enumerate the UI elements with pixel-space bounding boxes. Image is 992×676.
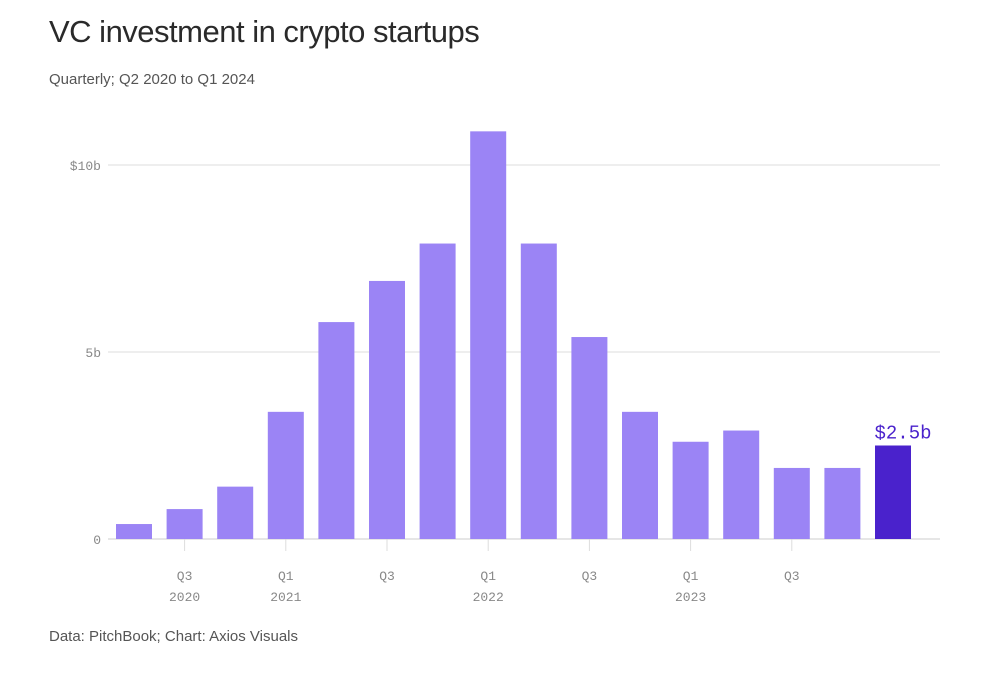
- x-tick-quarter-label: Q1: [683, 569, 699, 584]
- chart-subtitle: Quarterly; Q2 2020 to Q1 2024: [49, 71, 255, 88]
- y-tick-label: 0: [93, 533, 101, 548]
- x-tick-quarter-label: Q1: [480, 569, 496, 584]
- bar-q1-2021: [267, 411, 304, 539]
- x-tick-year-label: 2022: [473, 590, 504, 605]
- y-tick-label: $10b: [70, 159, 101, 174]
- x-tick-quarter-label: Q1: [278, 569, 294, 584]
- bar-q2-2021: [318, 322, 355, 539]
- x-tick-year-label: 2021: [270, 590, 301, 605]
- x-tick-quarter-label: Q3: [177, 569, 193, 584]
- bar-q2-2023: [723, 430, 760, 539]
- chart-title: VC investment in crypto startups: [49, 14, 480, 49]
- chart-source: Data: PitchBook; Chart: Axios Visuals: [49, 628, 299, 645]
- bar-q3-2022: [571, 337, 608, 539]
- bar-q3-2021: [369, 280, 405, 539]
- bar-q4-2023: [824, 467, 861, 539]
- x-tick-quarter-label: Q3: [582, 569, 598, 584]
- x-tick-year-label: 2023: [675, 590, 706, 605]
- bar-q4-2022: [622, 411, 658, 539]
- bar-q4-2021: [419, 243, 456, 540]
- x-tick-quarter-label: Q3: [379, 569, 395, 584]
- y-tick-label: 5b: [85, 346, 101, 361]
- bar-q3-2020: [166, 509, 203, 539]
- bars: [116, 131, 911, 540]
- bar-q1-2022: [470, 131, 507, 539]
- bar-q2-2020: [116, 524, 152, 539]
- x-tick-year-label: 2020: [169, 590, 200, 605]
- axis-labels: 0 5b $10b $2.5b Q3 2020 Q1 2021 Q3 Q1 2022 Q3 Q1 2023…: [70, 159, 932, 605]
- highlight-value-label: $2.5b: [874, 423, 931, 445]
- bar-q1-2023: [672, 441, 709, 539]
- x-tick-quarter-label: Q3: [784, 569, 800, 584]
- bar-q4-2020: [217, 486, 254, 539]
- bar-q2-2022: [520, 243, 557, 540]
- bar-q3-2023: [773, 467, 810, 539]
- bar-q1-2024: [875, 445, 911, 539]
